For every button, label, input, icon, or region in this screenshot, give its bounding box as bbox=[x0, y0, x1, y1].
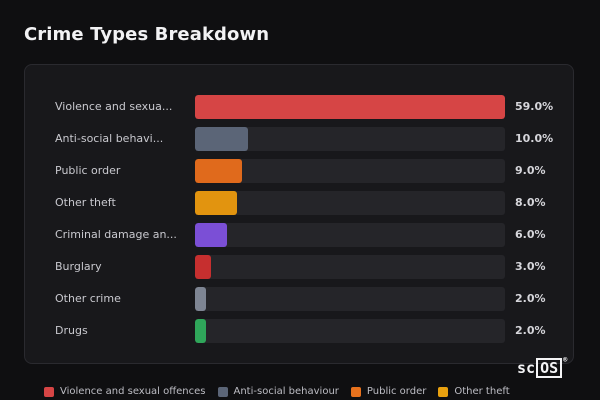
category-label: Drugs bbox=[55, 324, 88, 337]
value-label: 6.0% bbox=[515, 228, 546, 241]
legend-label: Public order bbox=[366, 386, 427, 397]
bar-track bbox=[195, 127, 505, 151]
category-label: Violence and sexua... bbox=[55, 100, 173, 113]
chart-title: Crime Types Breakdown bbox=[24, 24, 270, 45]
chart-panel: Violence and sexua... 59.0% Anti-social be… bbox=[24, 64, 574, 364]
bar bbox=[195, 191, 238, 215]
legend-item: Anti-social behaviour bbox=[217, 386, 339, 397]
bar-track bbox=[195, 223, 505, 247]
legend-swatch bbox=[438, 386, 449, 397]
bar bbox=[195, 223, 227, 247]
bar-track bbox=[195, 95, 505, 119]
category-label: Public order bbox=[55, 164, 121, 177]
bar bbox=[195, 319, 206, 343]
bar-row: Criminal damage an... 6.0% bbox=[25, 223, 575, 247]
value-label: 2.0% bbox=[515, 292, 546, 305]
bar-row: Violence and sexua... 59.0% bbox=[25, 95, 575, 119]
scos-logo: sc OS ® bbox=[517, 356, 568, 378]
logo-text-sc: sc bbox=[517, 359, 536, 377]
legend-label: Anti-social behaviour bbox=[233, 386, 339, 397]
legend-label: Other theft bbox=[454, 386, 510, 397]
bar bbox=[195, 159, 243, 183]
bar-row: Burglary 3.0% bbox=[25, 255, 575, 279]
bar-row: Other theft 8.0% bbox=[25, 191, 575, 215]
bar bbox=[195, 255, 211, 279]
value-label: 9.0% bbox=[515, 164, 546, 177]
value-label: 3.0% bbox=[515, 260, 546, 273]
bar-track bbox=[195, 287, 505, 311]
value-label: 8.0% bbox=[515, 196, 546, 209]
legend-label: Violence and sexual offences bbox=[60, 386, 206, 397]
bar-track bbox=[195, 319, 505, 343]
legend-swatch bbox=[350, 386, 361, 397]
category-label: Anti-social behavi... bbox=[55, 132, 164, 145]
legend-swatch bbox=[44, 386, 54, 397]
bar-track bbox=[195, 191, 505, 215]
bar bbox=[195, 127, 248, 151]
legend-swatch bbox=[217, 386, 228, 397]
logo-registered-mark: ® bbox=[563, 356, 568, 364]
legend: Violence and sexual offences Anti-social … bbox=[44, 386, 510, 397]
category-label: Other crime bbox=[55, 292, 121, 305]
bar-track bbox=[195, 159, 505, 183]
value-label: 10.0% bbox=[515, 132, 554, 145]
legend-item: Violence and sexual offences bbox=[44, 386, 206, 397]
bar-row: Other crime 2.0% bbox=[25, 287, 575, 311]
value-label: 2.0% bbox=[515, 324, 546, 337]
bar-row: Drugs 2.0% bbox=[25, 319, 575, 343]
legend-item: Other theft bbox=[438, 386, 510, 397]
logo-text-os: OS bbox=[536, 358, 563, 378]
bar-row: Anti-social behavi... 10.0% bbox=[25, 127, 575, 151]
value-label: 59.0% bbox=[515, 100, 554, 113]
bar-row: Public order 9.0% bbox=[25, 159, 575, 183]
category-label: Other theft bbox=[55, 196, 116, 209]
bar bbox=[195, 95, 505, 119]
legend-item: Public order bbox=[350, 386, 427, 397]
bar-track bbox=[195, 255, 505, 279]
bar bbox=[195, 287, 206, 311]
category-label: Burglary bbox=[55, 260, 102, 273]
category-label: Criminal damage an... bbox=[55, 228, 177, 241]
